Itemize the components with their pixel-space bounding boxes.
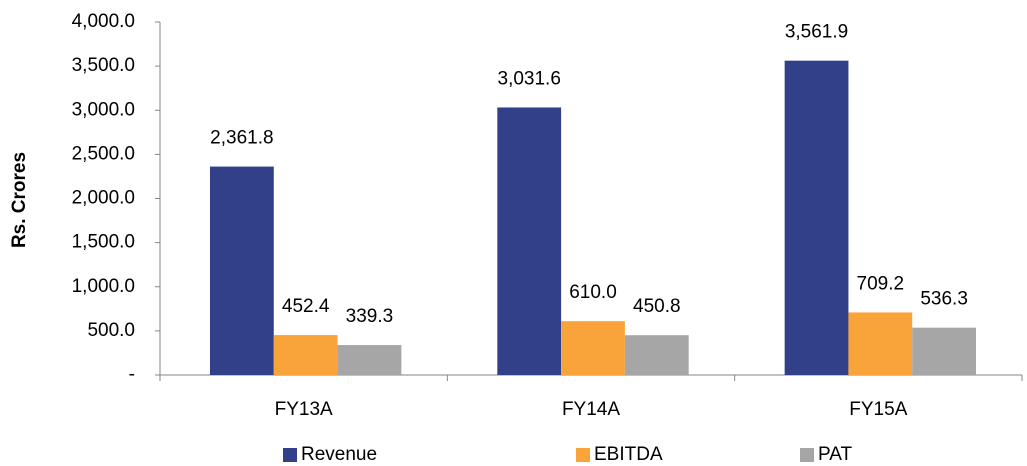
x-tick-label: FY15A	[849, 399, 907, 420]
value-label: 709.2	[857, 273, 905, 294]
y-tick-label: 1,500.0	[72, 232, 135, 253]
y-tick-label: 500.0	[87, 320, 135, 341]
y-tick-label: 3,500.0	[72, 55, 135, 76]
value-label: 452.4	[282, 296, 330, 317]
legend-swatch	[283, 448, 297, 462]
value-label: 2,361.8	[210, 128, 273, 149]
bar	[273, 335, 338, 375]
bar	[209, 166, 274, 375]
bar	[624, 335, 689, 375]
value-label: 339.3	[346, 306, 394, 327]
value-label: 610.0	[569, 282, 617, 303]
y-tick-label: -	[129, 364, 135, 385]
bar	[561, 321, 625, 375]
bar	[912, 327, 977, 375]
legend-label: EBITDA	[594, 444, 663, 465]
y-tick-label: 2,500.0	[72, 143, 135, 164]
bar	[784, 60, 849, 376]
bar	[497, 107, 562, 375]
legend-label: PAT	[818, 444, 853, 465]
x-tick-label: FY13A	[275, 399, 333, 420]
legend-swatch	[576, 448, 590, 462]
legend-label: Revenue	[301, 444, 377, 465]
value-label: 450.8	[633, 296, 681, 317]
y-tick-label: 4,000.0	[72, 11, 135, 32]
bar	[848, 312, 913, 375]
y-axis-label: Rs. Crores	[9, 152, 30, 248]
y-tick-label: 1,000.0	[72, 276, 135, 297]
value-label: 3,031.6	[498, 68, 561, 89]
value-label: 536.3	[920, 289, 968, 310]
value-label: 3,561.9	[785, 22, 848, 43]
legend-swatch	[800, 448, 814, 462]
x-tick-label: FY14A	[562, 399, 620, 420]
y-tick-label: 2,000.0	[72, 188, 135, 209]
bar	[337, 345, 402, 375]
y-tick-label: 3,000.0	[72, 99, 135, 120]
